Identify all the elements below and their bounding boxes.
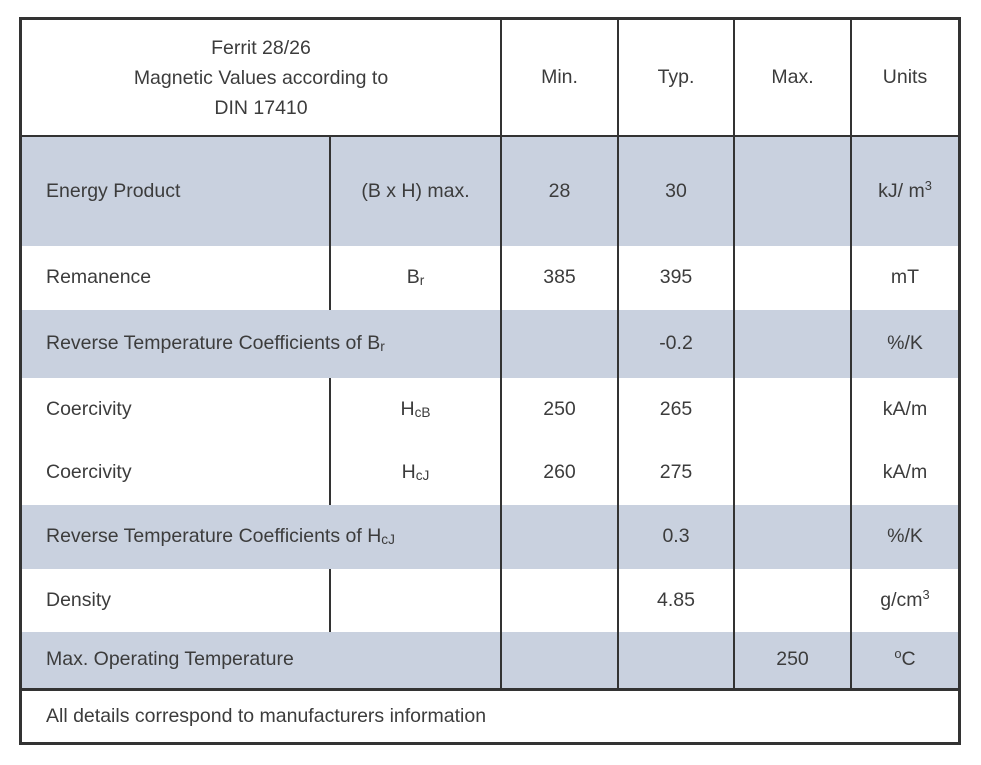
column-header-max: Max. — [733, 20, 850, 135]
column-header-units: Units — [850, 20, 958, 135]
row-density: Density 4.85 g/cm 3 — [22, 569, 958, 632]
cell-typ: 30 — [617, 137, 733, 246]
cell-units: mT — [850, 246, 958, 310]
cell-label: Energy Product — [46, 179, 181, 202]
column-header-min: Min. — [500, 20, 617, 135]
cell-symbol — [329, 569, 500, 632]
cell-label: Coercivity — [46, 461, 132, 484]
cell-typ: 265 — [617, 378, 733, 441]
cell-min: 28 — [500, 137, 617, 246]
title-line-material: Ferrit 28/26 — [211, 36, 311, 59]
cell-min: 250 — [500, 378, 617, 441]
cell-max — [733, 378, 850, 441]
cell-label: Density — [46, 588, 112, 611]
cell-typ: 275 — [617, 441, 733, 505]
title-line-standard: DIN 17410 — [214, 96, 308, 119]
cell-max — [733, 569, 850, 632]
cell-label-span: Max. Operating Temperature — [46, 648, 294, 671]
cell-typ: -0.2 — [617, 310, 733, 378]
cell-max — [733, 137, 850, 246]
cell-min — [500, 310, 617, 378]
table-header-row: Ferrit 28/26 Magnetic Values according t… — [22, 20, 958, 137]
title-line-description: Magnetic Values according to — [133, 66, 389, 89]
cell-min — [500, 632, 617, 688]
cell-units: %/K — [850, 310, 958, 378]
cell-max — [733, 441, 850, 505]
magnetic-values-table: Ferrit 28/26 Magnetic Values according t… — [19, 17, 961, 745]
cell-label: Coercivity — [46, 397, 132, 420]
cell-min — [500, 505, 617, 569]
cell-units: kA/m — [850, 441, 958, 505]
cell-units: g/cm 3 — [850, 569, 958, 632]
cell-min: 260 — [500, 441, 617, 505]
cell-units: kA/m — [850, 378, 958, 441]
cell-typ: 4.85 — [617, 569, 733, 632]
cell-units: %/K — [850, 505, 958, 569]
cell-label: Remanence — [46, 266, 152, 289]
cell-min: 385 — [500, 246, 617, 310]
column-header-typ: Typ. — [617, 20, 733, 135]
cell-max — [733, 505, 850, 569]
cell-symbol: (B x H) max. — [329, 137, 500, 246]
cell-typ: 395 — [617, 246, 733, 310]
footer-note: All details correspond to manufacturers … — [46, 704, 487, 727]
table-title: Ferrit 28/26 Magnetic Values according t… — [22, 20, 500, 135]
cell-min — [500, 569, 617, 632]
cell-max: 250 — [733, 632, 850, 688]
cell-max — [733, 310, 850, 378]
table-footer-row: All details correspond to manufacturers … — [22, 688, 958, 742]
cell-typ: 0.3 — [617, 505, 733, 569]
cell-typ — [617, 632, 733, 688]
cell-max — [733, 246, 850, 310]
